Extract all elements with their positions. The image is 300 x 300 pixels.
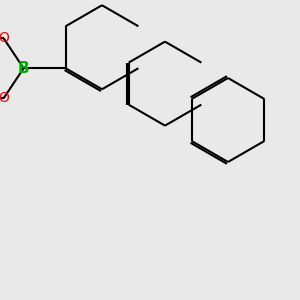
Text: B: B <box>18 61 29 76</box>
Text: O: O <box>0 31 9 45</box>
Text: O: O <box>0 91 9 105</box>
